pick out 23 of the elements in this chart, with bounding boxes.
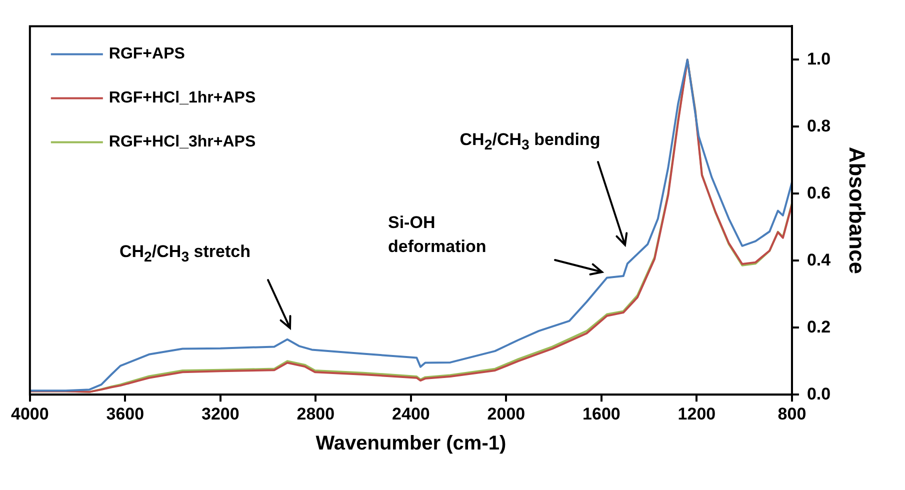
x-tick-label: 800 [778,404,806,424]
x-tick-label: 2800 [296,404,335,424]
x-tick-label: 3600 [106,404,144,424]
legend-label: RGF+APS [108,46,186,63]
x-tick-label: 1600 [582,404,620,424]
x-tick-label: 1200 [678,404,716,424]
y-tick-label: 1.0 [806,49,831,68]
annotation: CH$_{2}$/CH$_{3}$ bending [458,129,602,156]
x-tick-label: 4000 [10,404,49,424]
y-axis-title: Absorbance [844,146,870,274]
annotation: Si-OH deformation [388,212,488,258]
legend-label: RGF+HCl_1hr+APS [108,90,256,107]
y-tick-label: 0.2 [806,317,831,336]
legend-label: RGF+HCl_3hr+APS [108,134,256,151]
x-tick-label: 2000 [487,404,526,424]
x-tick-label: 2400 [392,404,430,424]
y-tick-label: 0.4 [806,250,832,270]
x-axis-title: Wavenumber (cm-1) [316,432,506,455]
annotation: CH$_{2}$/CH$_{3}$ stretch [118,241,252,268]
y-tick-label: 0.6 [806,183,831,202]
x-tick-label: 3200 [202,404,240,424]
y-tick-label: 0.0 [806,384,831,404]
y-tick-label: 0.8 [806,116,831,136]
